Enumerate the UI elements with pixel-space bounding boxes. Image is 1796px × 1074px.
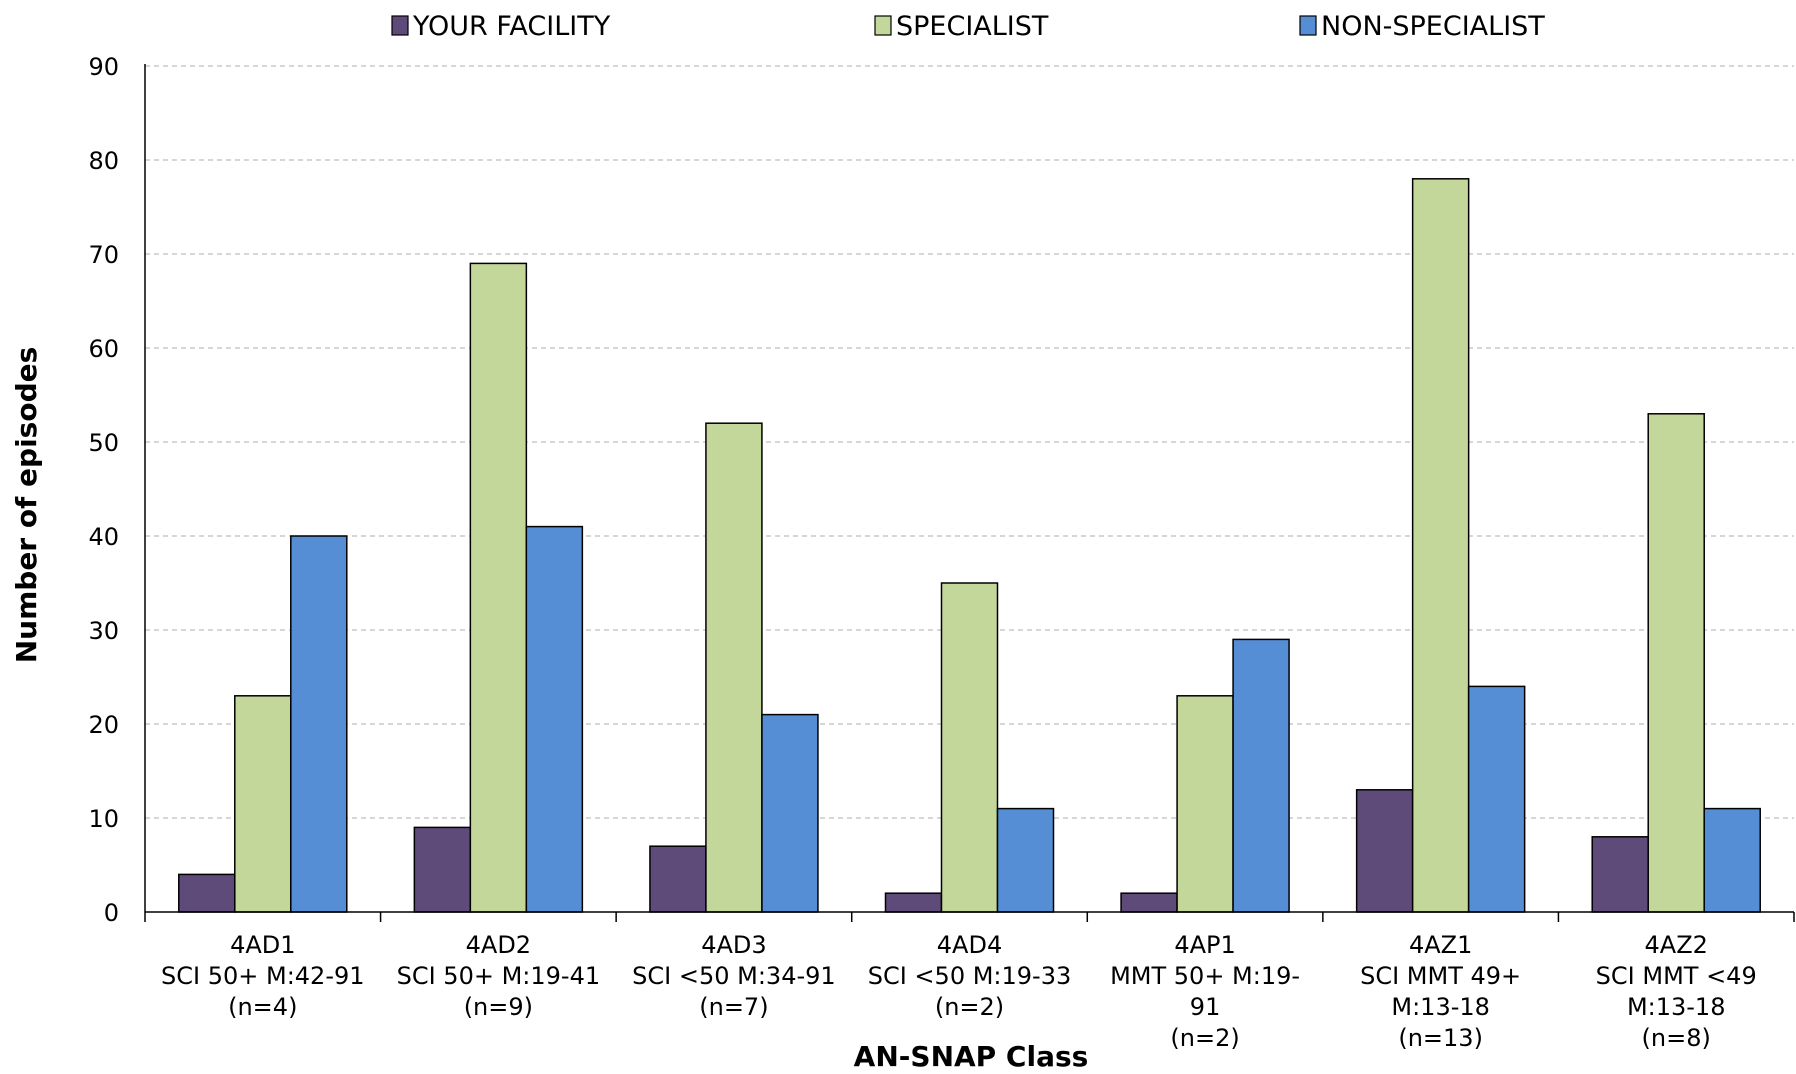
y-tick-label: 50 xyxy=(88,429,119,457)
bar-your-facility-4ad3 xyxy=(649,845,707,913)
bar-non-specialist-4az2 xyxy=(1703,807,1761,913)
x-axis-title: AN-SNAP Class xyxy=(854,1040,1089,1073)
bar-non-specialist-4ad4 xyxy=(996,807,1055,913)
legend-label-specialist: SPECIALIST xyxy=(896,11,1049,42)
y-tick-label: 60 xyxy=(88,335,119,363)
y-tick-label: 90 xyxy=(88,53,119,81)
x-category-label-4ad2: 4AD2 SCI 50+ M:19-41 (n=9) xyxy=(397,931,601,1021)
bar-non-specialist-4ad2 xyxy=(525,525,584,913)
legend-swatch-your-facility xyxy=(391,15,409,36)
bar-your-facility-4ad1 xyxy=(178,873,236,913)
axes xyxy=(144,64,1795,922)
y-tick-label: 30 xyxy=(88,617,119,645)
x-category-label-4ad3: 4AD3 SCI <50 M:34-91 (n=7) xyxy=(632,931,836,1021)
legend-swatch-specialist xyxy=(874,15,892,36)
bar-non-specialist-4ap1 xyxy=(1232,638,1290,913)
bar-non-specialist-4az1 xyxy=(1467,685,1526,913)
bar-your-facility-4ap1 xyxy=(1120,892,1178,913)
x-category-label-4ap1: 4AP1 MMT 50+ M:19-91 (n=2) xyxy=(1110,931,1300,1052)
legend-label-your-facility: YOUR FACILITY xyxy=(412,11,611,42)
y-tick-label: 20 xyxy=(88,711,119,739)
bar-specialist-4ad2 xyxy=(469,262,528,913)
y-tick-label: 0 xyxy=(104,899,119,927)
legend-swatch-non-specialist xyxy=(1299,15,1317,36)
y-tick-label: 80 xyxy=(88,147,119,175)
y-axis-title: Number of episodes xyxy=(10,347,43,664)
x-axis-categories: 4AD1 SCI 50+ M:42-91 (n=4) 4AD2 SCI 50+ M:19… xyxy=(161,931,1757,1052)
y-tick-label: 40 xyxy=(88,523,119,551)
bar-non-specialist-4ad1 xyxy=(290,535,348,913)
bar-specialist-4az2 xyxy=(1647,413,1705,913)
bars xyxy=(178,178,1761,913)
x-category-label-4az2: 4AZ2 SCI MMT <49 M:13-18 (n=8) xyxy=(1596,931,1757,1052)
legend: YOUR FACILITY SPECIALIST NON-SPECIALIST xyxy=(391,11,1545,42)
bar-specialist-4ad4 xyxy=(940,582,999,913)
bar-non-specialist-4ad3 xyxy=(761,713,819,913)
bar-specialist-4az1 xyxy=(1411,178,1470,913)
gridlines xyxy=(145,65,1794,819)
legend-label-non-specialist: NON-SPECIALIST xyxy=(1321,11,1545,42)
bar-your-facility-4ad2 xyxy=(413,826,472,913)
bar-your-facility-4az1 xyxy=(1355,789,1414,913)
bar-specialist-4ad3 xyxy=(705,422,763,913)
y-tick-label: 70 xyxy=(88,241,119,269)
bar-your-facility-4ad4 xyxy=(884,892,943,913)
bar-specialist-4ap1 xyxy=(1176,695,1234,913)
x-category-label-4az1: 4AZ1 SCI MMT 49+ M:13-18 (n=13) xyxy=(1360,931,1521,1052)
y-axis-ticks: 0 10 20 30 40 50 60 70 80 90 xyxy=(88,53,119,927)
bar-specialist-4ad1 xyxy=(234,695,292,913)
y-tick-label: 10 xyxy=(88,805,119,833)
x-category-label-4ad4: 4AD4 SCI <50 M:19-33 (n=2) xyxy=(868,931,1072,1021)
x-category-label-4ad1: 4AD1 SCI 50+ M:42-91 (n=4) xyxy=(161,931,365,1021)
bar-your-facility-4az2 xyxy=(1591,836,1649,913)
